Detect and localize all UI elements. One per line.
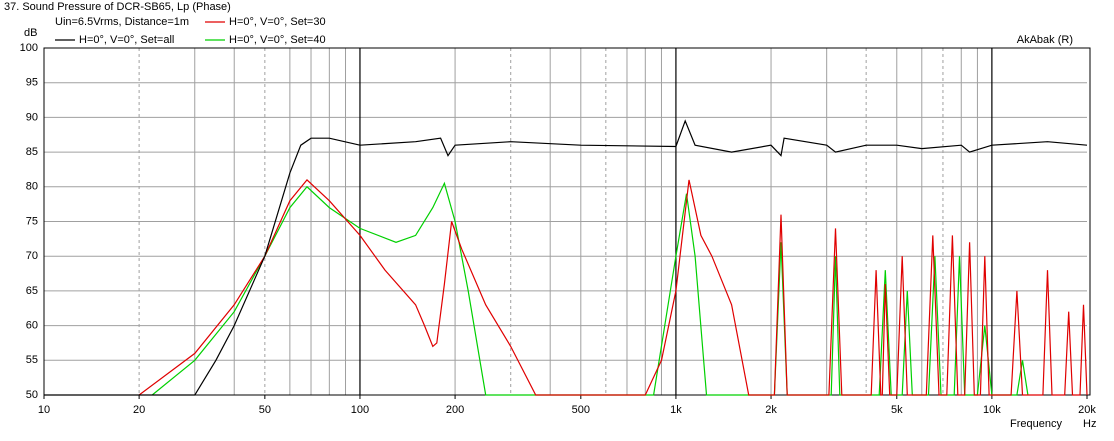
x-tick-label: 10k — [983, 404, 1001, 416]
y-tick-label: 80 — [26, 181, 38, 193]
x-tick-label: 10 — [38, 404, 50, 416]
x-tick-label: 2k — [765, 404, 777, 416]
series-line — [138, 179, 1088, 396]
y-tick-label: 60 — [26, 320, 38, 332]
x-tick-label: 200 — [446, 404, 464, 416]
y-tick-label: 90 — [26, 111, 38, 123]
series-line — [44, 119, 1088, 396]
x-label: Frequency — [1010, 418, 1062, 430]
x-tick-label: 500 — [572, 404, 590, 416]
x-tick-label: 1k — [670, 404, 682, 416]
y-tick-label: 75 — [26, 215, 38, 227]
legend-label: H=0°, V=0°, Set=30 — [229, 16, 326, 28]
y-tick-label: 70 — [26, 250, 38, 262]
x-tick-label: 5k — [891, 404, 903, 416]
x-tick-label: 50 — [259, 404, 271, 416]
legend-label: H=0°, V=0°, Set=all — [79, 34, 174, 46]
x-tick-label: 20k — [1078, 404, 1096, 416]
chart-title: 37. Sound Pressure of DCR-SB65, Lp (Phas… — [4, 1, 231, 13]
credit: AkAbak (R) — [1017, 34, 1073, 46]
y-label: dB — [24, 27, 37, 39]
y-tick-label: 95 — [26, 77, 38, 89]
x-tick-label: 100 — [351, 404, 369, 416]
y-tick-label: 65 — [26, 285, 38, 297]
x-tick-label: 20 — [133, 404, 145, 416]
subtitle: Uin=6.5Vrms, Distance=1m — [55, 16, 189, 28]
y-tick-label: 55 — [26, 354, 38, 366]
y-tick-label: 50 — [26, 389, 38, 401]
y-tick-label: 100 — [20, 42, 38, 54]
legend-label: H=0°, V=0°, Set=40 — [229, 34, 326, 46]
x-unit: Hz — [1083, 418, 1096, 430]
y-tick-label: 85 — [26, 146, 38, 158]
